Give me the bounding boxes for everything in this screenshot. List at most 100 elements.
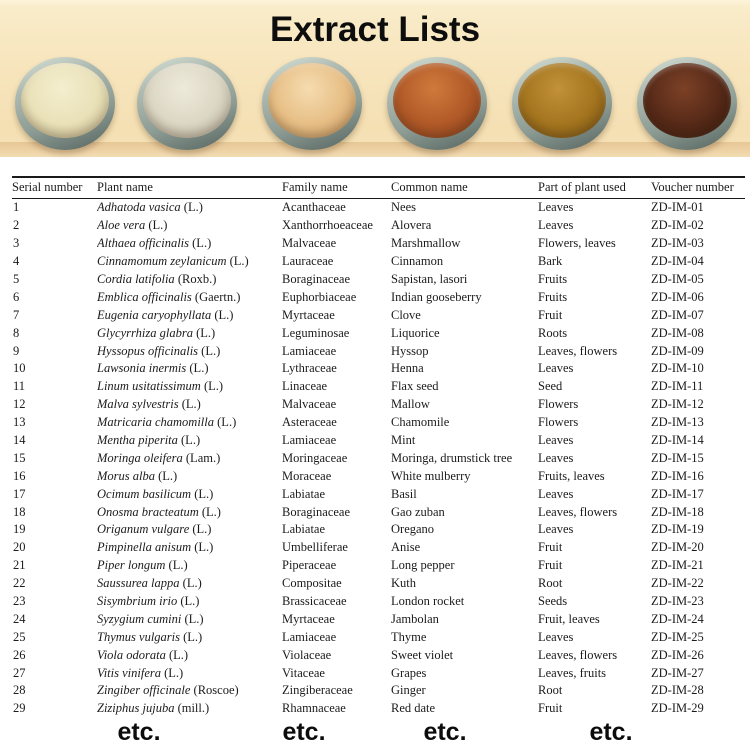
petri-dish-dark-brown-powder <box>637 57 737 157</box>
cell-serial-number: 21 <box>13 558 26 573</box>
cell-serial-number: 1 <box>13 200 20 215</box>
etc-label-plant-name: etc. <box>117 717 161 746</box>
cell-serial-number: 14 <box>13 433 26 448</box>
cell-common-name: London rocket <box>391 594 465 609</box>
cell-serial-number: 22 <box>13 576 26 591</box>
cell-plant-name: Thymus vulgaris (L.) <box>97 628 282 646</box>
cell-voucher-number: ZD-IM-14 <box>651 433 704 448</box>
plant-authority: (L.) <box>169 647 189 662</box>
cell-family-name: Boraginaceae <box>282 504 351 519</box>
cell-common-name: Basil <box>391 486 417 501</box>
cell-voucher-number: ZD-IM-15 <box>651 450 704 465</box>
cell-part-used: Leaves, flowers <box>538 343 618 358</box>
cell-serial-number: 20 <box>13 540 26 555</box>
plant-authority: (Gaertn.) <box>194 289 241 304</box>
cell-serial-number: 18 <box>13 504 26 519</box>
cell-plant-name: Hyssopus officinalis (L.) <box>97 342 282 360</box>
cell-part-used: Fruits <box>538 272 568 286</box>
cell-common-name: Oregano <box>391 522 435 537</box>
cell-voucher-number: ZD-IM-10 <box>651 361 704 376</box>
plant-authority: (L.) <box>181 397 201 412</box>
cell-part-used: Leaves, fruits <box>538 665 607 680</box>
cell-part-used: Leaves <box>538 218 574 233</box>
cell-plant-name: Malva sylvestris (L.) <box>97 396 282 414</box>
cell-serial-number: 16 <box>13 468 26 483</box>
cell-part-used: Leaves <box>538 522 574 537</box>
cell-serial-number: 10 <box>13 361 26 376</box>
cell-serial-number: 8 <box>13 325 20 340</box>
table-row: 29 Ziziphus jujuba (mill.) Rhamnaceae Red d… <box>12 700 745 718</box>
cell-part-used: Fruit <box>538 701 563 716</box>
cell-voucher-number: ZD-IM-28 <box>651 683 704 698</box>
plant-authority: (L.) <box>196 325 216 340</box>
cell-serial-number: 29 <box>13 701 26 716</box>
table-row: 16 Morus alba (L.) Moraceae White mulberry F… <box>12 467 745 485</box>
plant-authority: (L.) <box>148 218 168 233</box>
cell-family-name: Labiatae <box>282 486 326 501</box>
extract-powder <box>143 63 231 138</box>
extract-powder <box>268 63 356 138</box>
plant-scientific-name: Ziziphus jujuba <box>97 701 178 716</box>
cell-voucher-number: ZD-IM-19 <box>651 522 704 537</box>
cell-voucher-number: ZD-IM-25 <box>651 629 704 644</box>
plant-authority: (L.) <box>184 611 204 626</box>
table-row: 5 Cordia latifolia (Roxb.) Boraginaceae Sap… <box>12 271 745 289</box>
plant-scientific-name: Origanum vulgare <box>97 522 193 537</box>
cell-family-name: Malvaceae <box>282 397 337 412</box>
plant-authority: (L.) <box>203 379 224 394</box>
cell-family-name: Euphorbiaceae <box>282 289 357 304</box>
cell-family-name: Violaceae <box>282 647 332 662</box>
cell-family-name: Lamiaceae <box>282 343 337 358</box>
cell-voucher-number: ZD-IM-13 <box>651 415 704 430</box>
cell-voucher-number: ZD-IM-08 <box>651 325 704 340</box>
plant-authority: (L.) <box>192 236 212 251</box>
plant-scientific-name: Piper longum <box>97 558 169 573</box>
cell-voucher-number: ZD-IM-03 <box>651 236 704 251</box>
cell-common-name: Alovera <box>391 218 432 233</box>
plant-scientific-name: Syzygium cumini <box>97 611 185 626</box>
cell-family-name: Vitaceae <box>282 665 325 680</box>
cell-voucher-number: ZD-IM-06 <box>651 289 704 304</box>
cell-voucher-number: ZD-IM-05 <box>651 272 704 286</box>
cell-voucher-number: ZD-IM-29 <box>651 701 704 716</box>
cell-serial-number: 13 <box>13 415 26 430</box>
cell-voucher-number: ZD-IM-04 <box>651 254 704 269</box>
cell-family-name: Myrtaceae <box>282 307 335 322</box>
table-row: 17 Ocimum basilicum (L.) Labiatae Basil Leav… <box>12 485 745 503</box>
cell-serial-number: 5 <box>13 272 20 286</box>
plant-scientific-name: Althaea officinalis <box>97 236 193 251</box>
cell-plant-name: Saussurea lappa (L.) <box>97 575 282 593</box>
plant-authority: (L.) <box>201 504 221 519</box>
table-row: 15 Moringa oleifera (Lam.) Moringaceae Mori… <box>12 449 745 467</box>
cell-common-name: Anise <box>391 540 421 555</box>
plant-authority: (Roxb.) <box>177 272 217 286</box>
table-row: 26 Viola odorata (L.) Violaceae Sweet viole… <box>12 646 745 664</box>
cell-part-used: Fruits, leaves <box>538 468 605 483</box>
cell-voucher-number: ZD-IM-12 <box>651 397 704 412</box>
cell-plant-name: Sisymbrium irio (L.) <box>97 593 282 611</box>
table-row: 18 Onosma bracteatum (L.) Boraginaceae Gao … <box>12 503 745 521</box>
table-row: 2 Aloe vera (L.) Xanthorrhoeaceae Alovera Le… <box>12 217 745 235</box>
cell-voucher-number: ZD-IM-23 <box>651 594 704 609</box>
cell-family-name: Acanthaceae <box>282 200 346 215</box>
cell-part-used: Fruits <box>538 289 568 304</box>
cell-plant-name: Aloe vera (L.) <box>97 217 282 235</box>
cell-common-name: Nees <box>391 200 416 215</box>
cell-common-name: Henna <box>391 361 424 376</box>
cell-common-name: Marshmallow <box>391 236 461 251</box>
plant-scientific-name: Hyssopus officinalis <box>97 343 202 358</box>
cell-voucher-number: ZD-IM-11 <box>651 379 704 394</box>
plant-authority: (L.) <box>201 343 221 358</box>
cell-common-name: Flax seed <box>391 379 439 394</box>
plant-scientific-name: Mentha piperita <box>97 433 182 448</box>
plant-authority: (L.) <box>183 629 203 644</box>
plant-scientific-name: Lawsonia inermis <box>97 361 190 376</box>
cell-family-name: Lamiaceae <box>282 433 337 448</box>
cell-part-used: Root <box>538 683 563 698</box>
plant-authority: (L.) <box>181 433 201 448</box>
cell-family-name: Lamiaceae <box>282 629 337 644</box>
cell-plant-name: Piper longum (L.) <box>97 557 282 575</box>
cell-common-name: Hyssop <box>391 343 429 358</box>
cell-plant-name: Syzygium cumini (L.) <box>97 610 282 628</box>
cell-plant-name: Glycyrrhiza glabra (L.) <box>97 324 282 342</box>
